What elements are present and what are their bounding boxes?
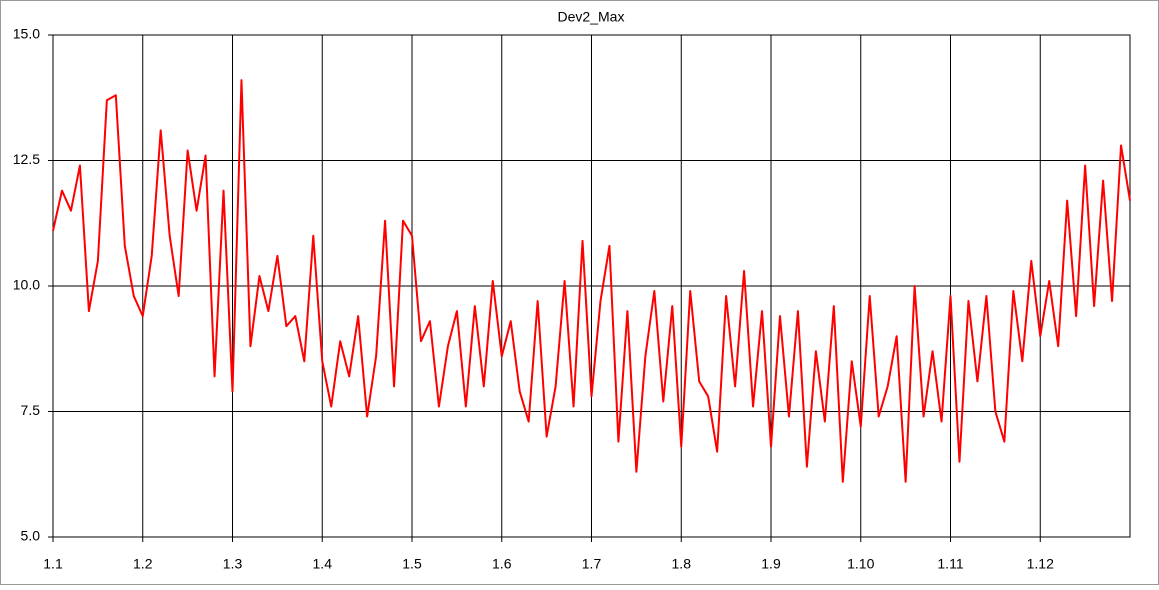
x-tick-label: 1.4	[313, 556, 333, 572]
y-tick-label: 5.0	[21, 528, 41, 544]
x-tick-label: 1.9	[761, 556, 781, 572]
x-tick-label: 1.6	[492, 556, 512, 572]
data-line	[52, 79, 1131, 483]
x-tick-label: 1.11	[937, 556, 963, 572]
y-tick-label: 10.0	[13, 277, 40, 293]
y-tick-label: 7.5	[21, 402, 41, 418]
x-tick-label: 1.12	[1027, 556, 1054, 572]
x-tick-label: 1.2	[133, 556, 153, 572]
x-tick-label: 1.7	[582, 556, 602, 572]
x-tick-label: 1.5	[402, 556, 422, 572]
y-tick-label: 12.5	[13, 151, 40, 167]
x-tick-label: 1.1	[43, 556, 63, 572]
plot-border	[52, 34, 1131, 538]
chart-title: Dev2_Max	[558, 9, 625, 25]
x-tick-label: 1.8	[672, 556, 692, 572]
x-tick-label: 1.3	[223, 556, 243, 572]
x-tick-label: 1.10	[847, 556, 874, 572]
y-tick-label: 15.0	[13, 26, 40, 42]
